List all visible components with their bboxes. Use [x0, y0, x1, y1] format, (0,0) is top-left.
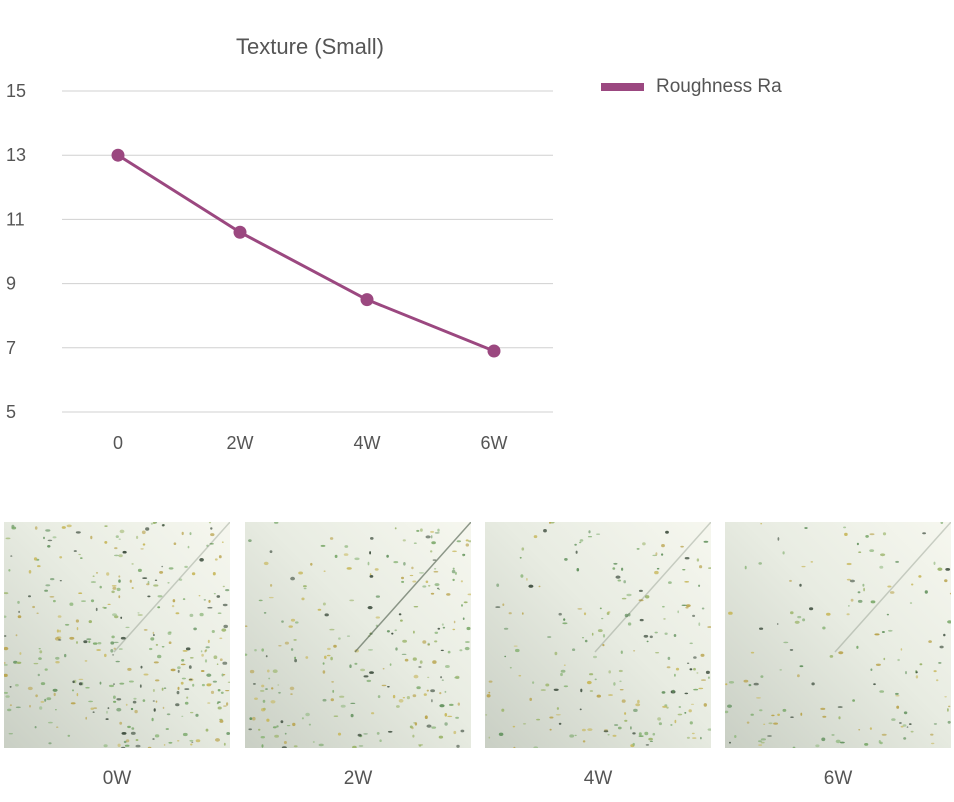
photo-caption-0w: 0W	[102, 768, 132, 789]
x-tick-label: 2W	[227, 433, 254, 453]
x-tick-label: 4W	[354, 433, 381, 453]
data-point	[360, 293, 374, 307]
texture-photo-row: 0W 2W 4W 6W	[0, 522, 954, 802]
y-tick-label: 13	[6, 145, 26, 165]
legend-label: Roughness Ra	[656, 76, 782, 97]
legend-swatch	[601, 83, 644, 91]
series-line	[117, 153, 495, 353]
y-tick-label: 11	[6, 209, 25, 229]
y-tick-label: 15	[6, 81, 26, 101]
x-tick-label: 0	[113, 433, 123, 453]
texture-photo-image	[4, 522, 230, 748]
y-tick-label: 7	[6, 338, 16, 358]
chart-title: Texture (Small)	[236, 34, 384, 59]
photo-caption-2w: 2W	[343, 768, 373, 789]
data-point	[233, 225, 247, 239]
texture-photo-2w	[245, 522, 471, 748]
texture-photo-0w	[4, 522, 230, 748]
line-chart: Texture (Small) 15 13 11 9 7 5 0 2W 4W 6W Roughne…	[6, 34, 782, 453]
y-tick-label: 5	[6, 402, 16, 422]
texture-photo-6w	[725, 522, 951, 748]
data-point	[111, 148, 125, 162]
texture-photo-image	[245, 522, 471, 748]
data-point	[487, 344, 501, 358]
texture-photo-4w	[485, 522, 711, 748]
photo-caption-6w: 6W	[823, 768, 853, 789]
texture-photo-image	[485, 522, 711, 748]
photo-caption-4w: 4W	[583, 768, 613, 789]
y-tick-label: 9	[6, 274, 16, 294]
chart-legend: Roughness Ra	[601, 76, 782, 98]
texture-photo-image	[725, 522, 951, 748]
chart-plot-area: 15 13 11 9 7 5 0 2W 4W 6W	[6, 81, 553, 453]
x-tick-label: 6W	[481, 433, 508, 453]
